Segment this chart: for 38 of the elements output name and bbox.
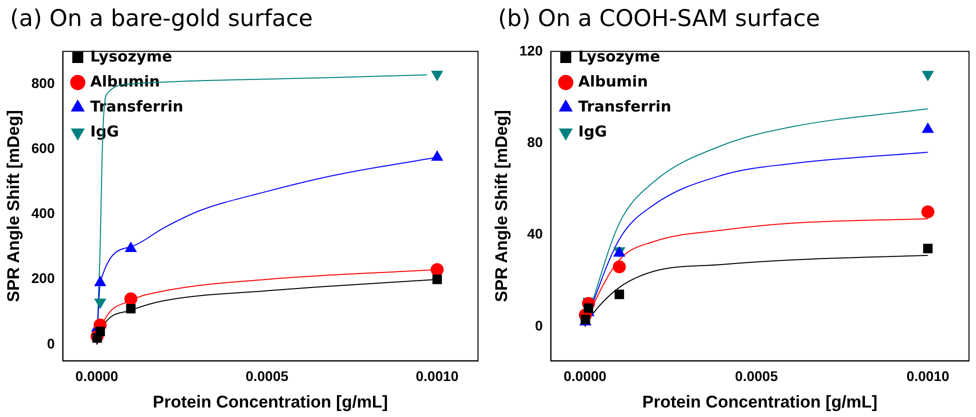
y-tick-label: 800: [31, 74, 55, 91]
x-axis-title: Protein Concentration [g/mL]: [152, 392, 388, 412]
chart-title: (a) On a bare-gold surface: [10, 6, 313, 32]
point: [922, 70, 934, 81]
y-axis-title: SPR Angle Shift [mDeg]: [492, 110, 511, 302]
point: [923, 244, 933, 254]
x-tick-label: 0.0005: [735, 368, 778, 384]
y-tick-label: 80: [527, 134, 543, 150]
point: [431, 70, 443, 81]
point: [126, 304, 136, 314]
x-axis-title: Protein Concentration [g/mL]: [642, 392, 878, 412]
point: [124, 292, 138, 306]
x-tick-label: 0.0010: [906, 368, 950, 384]
x-tick-label: 0.0000: [75, 368, 118, 384]
x-tick-label: 0.0005: [246, 368, 289, 384]
x-tick-label: 0.0010: [416, 368, 459, 384]
point: [432, 274, 442, 284]
point: [614, 290, 624, 300]
legend-label: Lysozyme: [90, 47, 172, 66]
y-axis-title: SPR Angle Shift [mDeg]: [4, 110, 23, 302]
chart-title: (b) On a COOH-SAM surface: [498, 6, 820, 32]
x-tick-label: 0.0000: [564, 368, 607, 384]
point: [430, 263, 444, 276]
y-tick-label: 120: [519, 42, 543, 58]
y-tick-label: 400: [31, 205, 55, 222]
legend-label: Albumin: [90, 72, 160, 90]
legend-label: Lysozyme: [578, 47, 660, 66]
legend-label: IgG: [578, 122, 607, 140]
y-tick-label: 0: [46, 335, 55, 352]
y-tick-label: 200: [31, 270, 55, 286]
point: [612, 260, 626, 274]
y-tick-label: 40: [527, 226, 543, 242]
point: [921, 205, 934, 218]
y-tick-label: 0: [534, 317, 543, 334]
point: [94, 276, 106, 286]
legend-label: Transferrin: [578, 97, 672, 116]
y-tick-label: 600: [31, 140, 55, 156]
legend-label: Albumin: [578, 72, 648, 90]
